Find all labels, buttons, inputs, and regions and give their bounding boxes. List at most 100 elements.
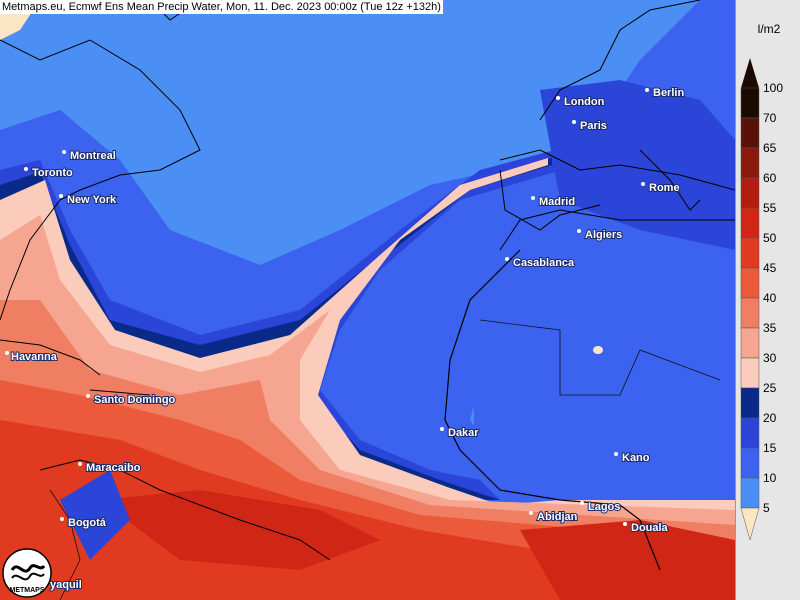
legend-label: 65 <box>763 141 777 155</box>
city-dot <box>59 194 63 198</box>
city-london: London <box>556 95 606 109</box>
metmaps-logo: METMAPS <box>2 548 52 598</box>
coast-italy <box>639 149 701 211</box>
city-dot <box>5 351 9 355</box>
field-andes-blue <box>60 470 130 560</box>
city-label: Montreal <box>70 150 116 162</box>
city-algiers: Algiers <box>577 228 623 242</box>
coast-north-europe <box>539 0 701 121</box>
city-label: Toronto <box>32 167 73 179</box>
coast-europe <box>499 149 735 191</box>
city-dot <box>440 427 444 431</box>
city-kano: Kano <box>614 451 651 465</box>
legend-swatch <box>740 507 760 541</box>
city-label: London <box>564 96 605 108</box>
city-lagos: Lagos <box>580 500 621 514</box>
city-dot <box>623 522 627 526</box>
city-label: Casablanca <box>513 257 575 269</box>
legend-label: 35 <box>763 321 777 335</box>
legend-label: 40 <box>763 291 777 305</box>
legend-label: 50 <box>763 231 777 245</box>
legend-swatch <box>740 477 760 509</box>
color-legend: l/m2 100 70 65 60 55 50 45 40 35 30 25 20 15 10 5 <box>735 0 800 600</box>
coast-cuba <box>0 339 101 376</box>
coast-africa <box>444 249 661 571</box>
city-casablanca: Casablanca <box>505 256 576 270</box>
legend-swatch <box>740 237 760 269</box>
city-bogota: Bogotá <box>60 516 108 530</box>
legend-swatch <box>740 177 760 209</box>
legend-label: 30 <box>763 351 777 365</box>
legend-label: 25 <box>763 381 777 395</box>
logo-text: METMAPS <box>10 587 45 594</box>
legend-swatch <box>740 447 760 479</box>
city-dakar: Dakar <box>440 426 480 440</box>
legend-label: 60 <box>763 171 777 185</box>
city-maracaibo: Maracaibo <box>78 461 142 475</box>
legend-swatch <box>740 267 760 299</box>
city-label: Madrid <box>539 196 575 208</box>
city-label: Bogotá <box>68 517 107 529</box>
city-dot <box>556 96 560 100</box>
field-55-africa <box>520 520 735 600</box>
legend-label: 20 <box>763 411 777 425</box>
legend-swatch <box>740 327 760 359</box>
legend-label: 55 <box>763 201 777 215</box>
city-dot <box>78 462 82 466</box>
city-dot <box>505 257 509 261</box>
legend-swatch <box>740 417 760 449</box>
legend-arrow-top <box>741 58 759 88</box>
legend-swatch <box>740 147 760 179</box>
city-berlin: Berlin <box>645 86 685 100</box>
legend-swatch <box>740 297 760 329</box>
city-dot <box>86 394 90 398</box>
legend-swatch <box>740 117 760 149</box>
city-santo-domingo: Santo Domingo <box>86 393 177 407</box>
page-title: Metmaps.eu, Ecmwf Ens Mean Precip Water,… <box>0 0 443 14</box>
legend-label: 45 <box>763 261 777 275</box>
city-label: yaquil <box>50 579 82 591</box>
city-label: Havanna <box>11 351 58 363</box>
city-label: Dakar <box>448 427 479 439</box>
legend-swatch <box>740 387 760 419</box>
city-madrid: Madrid <box>531 195 576 209</box>
city-label: Maracaibo <box>86 462 141 474</box>
city-dot <box>529 511 533 515</box>
city-dot <box>577 229 581 233</box>
coast-south-america <box>39 459 331 561</box>
logo-graphic: METMAPS <box>2 548 52 598</box>
legend-swatch <box>740 357 760 389</box>
precip-water-map: London Berlin Paris Montreal Toronto New… <box>0 0 735 600</box>
city-label: Kano <box>622 452 650 464</box>
city-label: Santo Domingo <box>94 394 176 406</box>
city-label: New York <box>67 194 117 206</box>
map-field: London Berlin Paris Montreal Toronto New… <box>0 0 735 600</box>
city-dot <box>645 88 649 92</box>
legend-label: 70 <box>763 111 777 125</box>
city-paris: Paris <box>572 119 608 133</box>
city-guayaquil: yaquil <box>49 578 83 592</box>
coast-hispaniola <box>89 389 151 396</box>
city-label: Berlin <box>653 87 684 99</box>
city-dot <box>60 517 64 521</box>
legend-scale <box>740 58 760 541</box>
legend-label: 5 <box>763 501 770 515</box>
city-dot <box>614 452 618 456</box>
city-abidjan: Abidjan <box>529 510 579 524</box>
city-dot <box>580 501 584 505</box>
city-dot <box>62 150 66 154</box>
coast-mediterranean <box>499 209 735 251</box>
legend-label: 10 <box>763 471 777 485</box>
city-rome: Rome <box>641 181 681 195</box>
city-label: Algiers <box>585 229 622 241</box>
legend-swatch <box>740 207 760 239</box>
city-label: Abidjan <box>537 511 578 523</box>
coast-north-america <box>0 39 201 321</box>
legend-label: 15 <box>763 441 777 455</box>
city-dot <box>641 182 645 186</box>
legend-unit: l/m2 <box>757 22 781 36</box>
borders-south-america <box>49 489 81 600</box>
city-label: Rome <box>649 182 680 194</box>
city-label: Lagos <box>588 501 620 513</box>
city-dot <box>572 120 576 124</box>
